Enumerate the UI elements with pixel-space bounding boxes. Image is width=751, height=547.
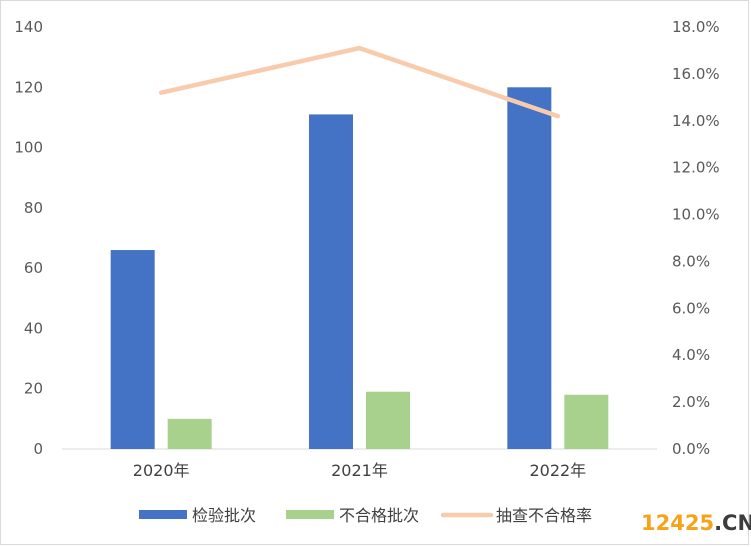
y2-tick-label: 10.0%	[672, 206, 720, 224]
y-tick-label: 60	[24, 259, 43, 277]
x-tick-label: 2021年	[331, 461, 388, 480]
x-axis-ticks: 2020年 2021年 2022年	[133, 461, 586, 480]
bar-inspection-1	[309, 114, 353, 450]
y-tick-label: 40	[24, 319, 43, 337]
bar-unqualified-0	[167, 418, 212, 449]
line-rate	[158, 45, 561, 119]
y-tick-label: 20	[24, 380, 43, 398]
legend-label-0: 检验批次	[192, 506, 256, 525]
x-tick-label: 2020年	[133, 461, 190, 480]
legend-swatch-0	[139, 510, 187, 519]
y2-tick-label: 12.0%	[672, 159, 720, 177]
y2-tick-label: 0.0%	[672, 440, 710, 458]
legend: 检验批次 不合格批次 抽查不合格率	[139, 506, 592, 525]
y-tick-label: 80	[24, 199, 43, 217]
plot-area	[62, 45, 657, 450]
bar-inspection-0	[110, 250, 155, 449]
y2-tick-label: 16.0%	[672, 65, 720, 83]
y2-tick-label: 8.0%	[672, 252, 710, 270]
y2-tick-label: 14.0%	[672, 112, 720, 130]
y2-tick-label: 4.0%	[672, 346, 710, 364]
y2-tick-label: 18.0%	[672, 18, 720, 36]
x-tick-label: 2022年	[529, 461, 586, 480]
y2-tick-label: 2.0%	[672, 393, 710, 411]
watermark-number: 12425	[641, 511, 715, 535]
legend-label-1: 不合格批次	[339, 506, 419, 525]
bars-group	[110, 87, 609, 450]
y-axis-right-ticks: 0.0% 2.0% 4.0% 6.0% 8.0% 10.0% 12.0% 14.0% 16.0%…	[672, 18, 720, 458]
y-tick-label: 0	[33, 440, 43, 458]
watermark-domain: .CN	[714, 511, 751, 535]
bar-unqualified-1	[366, 391, 410, 449]
bar-inspection-2	[507, 87, 552, 450]
watermark-logo: 12425.CN	[641, 511, 751, 535]
legend-label-2: 抽查不合格率	[496, 506, 592, 525]
y-tick-label: 100	[14, 139, 43, 157]
bar-unqualified-2	[564, 394, 609, 449]
legend-swatch-1	[286, 510, 334, 519]
line-series-group	[158, 45, 561, 119]
y-axis-left-ticks: 0 20 40 60 80 100 120 140	[14, 18, 43, 458]
y2-tick-label: 6.0%	[672, 299, 710, 317]
y-tick-label: 120	[14, 78, 43, 96]
y-tick-label: 140	[14, 18, 43, 36]
